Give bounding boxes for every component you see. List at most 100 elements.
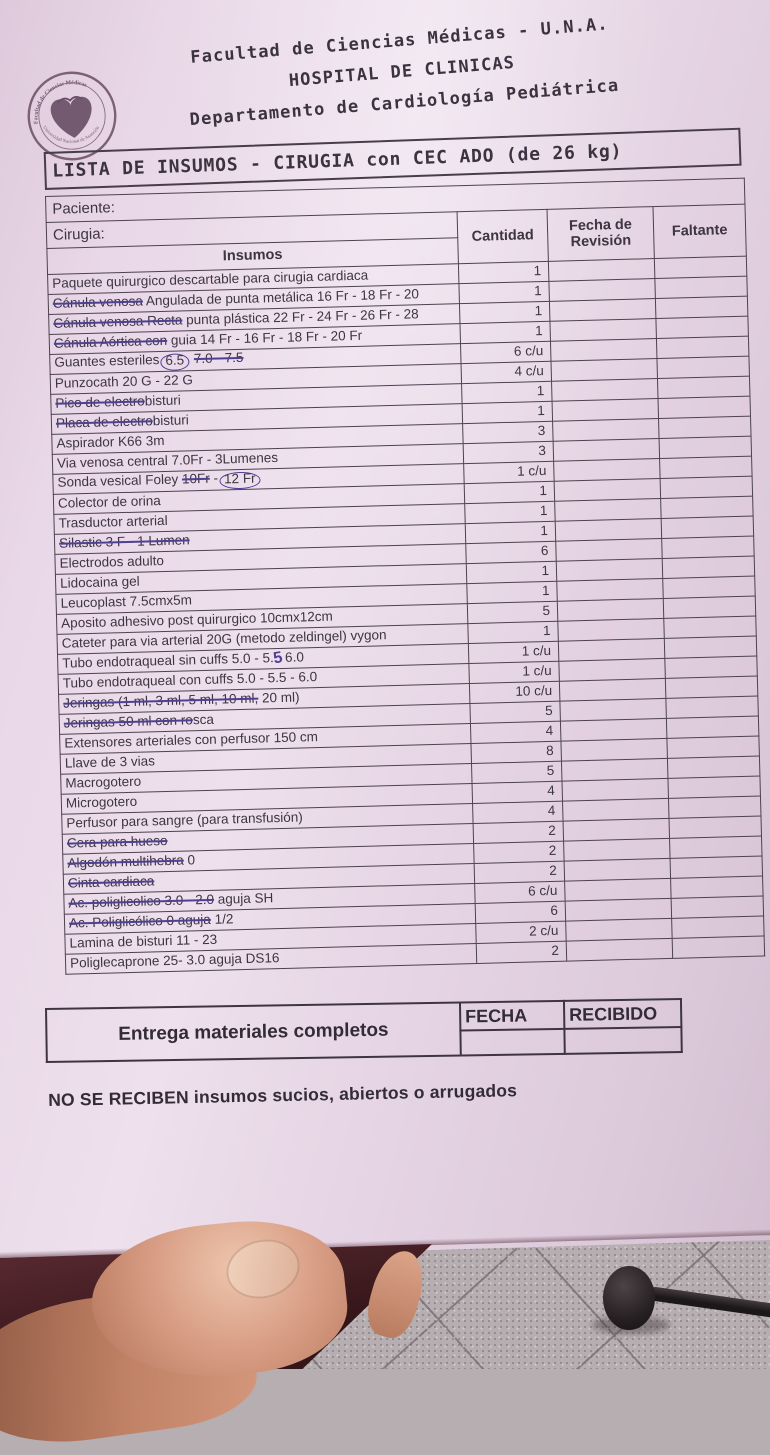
item-faltante-cell bbox=[660, 496, 754, 519]
item-fecha-cell bbox=[549, 298, 656, 322]
item-fecha-cell bbox=[559, 698, 667, 722]
item-name-segment: Trasductor arterial bbox=[58, 513, 168, 532]
item-qty-cell: 1 bbox=[465, 521, 556, 544]
item-faltante-cell bbox=[656, 336, 749, 359]
item-faltante-cell bbox=[654, 256, 747, 279]
item-faltante-cell bbox=[669, 835, 763, 859]
item-qty-cell: 1 bbox=[459, 321, 551, 344]
seal-heart-shape bbox=[50, 96, 92, 138]
item-faltante-cell bbox=[666, 735, 760, 759]
item-fecha-cell bbox=[564, 878, 672, 902]
item-name-segment: Punzocath 20 G - 22 G bbox=[54, 372, 194, 392]
item-qty-cell: 1 bbox=[458, 261, 549, 284]
item-qty-cell: 2 c/u bbox=[475, 921, 567, 944]
pen-circled-text: 12 Fr bbox=[218, 471, 261, 490]
item-qty-cell: 4 bbox=[472, 781, 563, 804]
item-fecha-cell bbox=[548, 258, 655, 282]
item-qty-cell: 2 bbox=[473, 841, 565, 864]
item-faltante-cell bbox=[655, 296, 748, 319]
col-header-cantidad: Cantidad bbox=[457, 209, 549, 264]
struck-text: 10Fr bbox=[181, 470, 210, 487]
item-fecha-cell bbox=[548, 278, 656, 302]
item-name-segment: guia 14 Fr - 16 Fr - 18 Fr - 20 Fr bbox=[166, 328, 363, 349]
item-faltante-cell bbox=[656, 356, 750, 379]
insumos-table-wrap: Paciente: Cirugia: Cantidad Fecha de Rev… bbox=[45, 178, 765, 975]
item-faltante-cell bbox=[659, 456, 753, 479]
footer-table: Entrega materiales completos FECHA RECIB… bbox=[45, 998, 683, 1063]
item-fecha-cell bbox=[566, 938, 673, 962]
struck-text: Silastic 3 F - 1 Lumen bbox=[58, 532, 190, 552]
item-fecha-cell bbox=[554, 498, 662, 522]
letterhead: Facultad de Ciencias Médicas - U.N.A. HO… bbox=[115, 3, 689, 141]
item-qty-cell: 1 bbox=[464, 481, 555, 504]
item-qty-cell: 4 bbox=[472, 801, 564, 824]
item-fecha-cell bbox=[557, 618, 665, 642]
item-qty-cell: 4 bbox=[470, 721, 561, 744]
item-fecha-cell bbox=[552, 398, 659, 422]
item-name-segment: Microgotero bbox=[65, 794, 138, 812]
item-fecha-cell bbox=[550, 338, 657, 362]
warning-note: NO SE RECIBEN insumos sucios, abiertos o… bbox=[48, 1080, 518, 1110]
item-faltante-cell bbox=[671, 895, 764, 919]
item-qty-cell: 1 bbox=[459, 301, 550, 324]
fecha-empty-cell bbox=[460, 1028, 565, 1056]
item-fecha-cell bbox=[565, 918, 673, 942]
form-title: LISTA DE INSUMOS - CIRUGIA con CEC ADO (… bbox=[51, 140, 623, 182]
item-faltante-cell bbox=[661, 536, 755, 559]
item-fecha-cell bbox=[565, 898, 672, 922]
seal-heart-detail bbox=[56, 96, 83, 104]
item-faltante-cell bbox=[659, 436, 752, 459]
item-name-segment: 6.0 bbox=[281, 649, 305, 666]
item-qty-cell: 1 bbox=[466, 581, 558, 604]
struck-text: Jeringas (1 ml, 3 ml, 5 ml, 10 ml, bbox=[63, 690, 259, 712]
item-qty-cell: 1 bbox=[464, 501, 556, 524]
item-fecha-cell bbox=[551, 358, 658, 382]
item-faltante-cell bbox=[663, 596, 756, 619]
seal-outer-ring bbox=[27, 71, 117, 161]
item-fecha-cell bbox=[560, 718, 667, 742]
item-qty-cell: 1 bbox=[462, 401, 553, 424]
item-qty-cell: 8 bbox=[470, 741, 562, 764]
item-fecha-cell bbox=[561, 758, 668, 782]
item-fecha-cell bbox=[554, 478, 661, 502]
footer-box-wrap: Entrega materiales completos FECHA RECIB… bbox=[45, 998, 683, 1063]
item-qty-cell: 6 c/u bbox=[460, 341, 552, 364]
entrega-label: Entrega materiales completos bbox=[46, 1002, 461, 1062]
pen-circled-text: 6.5 bbox=[160, 353, 190, 371]
item-faltante-cell bbox=[668, 795, 762, 819]
item-faltante-cell bbox=[662, 576, 756, 599]
item-fecha-cell bbox=[558, 658, 666, 682]
item-faltante-cell bbox=[666, 716, 759, 739]
item-faltante-cell bbox=[657, 376, 751, 399]
item-fecha-cell bbox=[563, 838, 671, 862]
seal-inner-ring bbox=[38, 82, 106, 150]
fecha-label: FECHA bbox=[459, 1000, 565, 1031]
struck-text: Cánula venosa Recta bbox=[53, 312, 183, 332]
item-name-segment: Via venosa central 7.0Fr - 3Lumenes bbox=[56, 450, 279, 472]
item-fecha-cell bbox=[555, 518, 662, 542]
item-qty-cell: 5 bbox=[469, 701, 561, 724]
struck-text: Cera para hueso bbox=[66, 833, 168, 852]
item-faltante-cell bbox=[660, 476, 753, 499]
item-qty-cell: 2 bbox=[473, 821, 564, 844]
item-faltante-cell bbox=[654, 276, 748, 299]
item-qty-cell: 5 bbox=[471, 761, 562, 784]
item-qty-cell: 5 bbox=[467, 601, 558, 624]
struck-text: Ac. poliglicolico 3.0 - 2.0 bbox=[68, 892, 215, 912]
item-fecha-cell bbox=[555, 538, 663, 562]
items-body: Paquete quirurgico descartable para ciru… bbox=[47, 256, 765, 975]
item-faltante-cell bbox=[671, 915, 765, 939]
item-name-segment: Lamina de bisturi 11 - 23 bbox=[69, 932, 218, 952]
item-fecha-cell bbox=[556, 578, 664, 602]
item-fecha-cell bbox=[563, 818, 670, 842]
item-name-segment: Lidocaina gel bbox=[59, 574, 140, 592]
item-faltante-cell bbox=[672, 935, 765, 959]
struck-text: Placa de electro bbox=[55, 413, 153, 432]
item-fecha-cell bbox=[553, 438, 660, 462]
item-qty-cell: 2 bbox=[476, 941, 567, 964]
item-name-segment: Sonda vesical Foley bbox=[57, 471, 183, 490]
item-name-segment: Tubo endotraqueal sin cuffs 5.0 - 5. bbox=[62, 650, 275, 672]
item-qty-cell: 6 bbox=[475, 901, 566, 924]
item-fecha-cell bbox=[561, 778, 669, 802]
recibido-label: RECIBIDO bbox=[563, 999, 682, 1029]
